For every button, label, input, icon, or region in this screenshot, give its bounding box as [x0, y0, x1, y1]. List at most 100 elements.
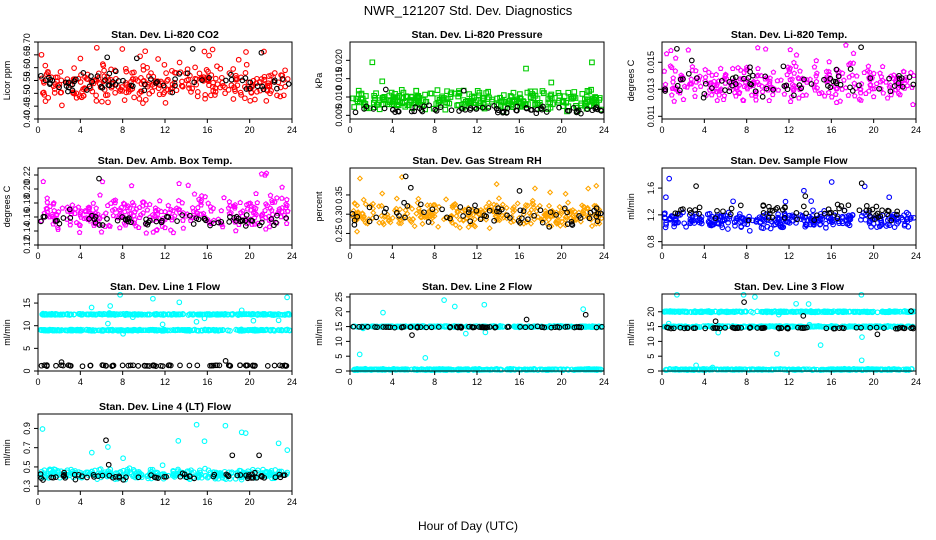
series-1-point: [45, 94, 52, 101]
series-1-point: [886, 194, 893, 201]
series-2-point: [411, 108, 418, 115]
series-1-point: [442, 106, 449, 113]
series-1-point: [485, 88, 491, 95]
series-1-point: [741, 83, 748, 89]
series-1-point: [267, 192, 274, 198]
series-1-point: [553, 217, 561, 224]
series-1-point: [221, 311, 227, 318]
y-tick-label: 1.2: [646, 209, 656, 222]
x-tick-label: 16: [826, 125, 836, 135]
series-1-point: [180, 225, 187, 231]
series-2-point: [766, 203, 772, 210]
series-1-point: [138, 88, 144, 95]
series-1-point: [69, 202, 76, 208]
series-1-point: [754, 79, 761, 85]
series-1-point: [95, 70, 102, 77]
series-1-point: [375, 203, 382, 210]
series-1-point: [476, 89, 483, 96]
series-2-point: [504, 105, 511, 112]
series-2-point: [237, 218, 244, 225]
series-1-point: [663, 194, 669, 201]
series-2-point: [92, 219, 99, 226]
series-1-point: [284, 208, 291, 214]
series-2-point: [195, 216, 202, 223]
series-1-point: [198, 197, 205, 204]
series-1-point: [424, 202, 431, 209]
series-1-point: [483, 216, 490, 223]
series-1-point: [131, 220, 138, 226]
series-2-point: [732, 74, 739, 81]
series-2-point: [793, 210, 800, 216]
series-1-point: [218, 207, 225, 214]
y-axis-label: kPa: [314, 73, 324, 89]
series-1-point: [870, 93, 877, 100]
series-1-point: [360, 214, 367, 221]
x-tick-label: 20: [557, 251, 567, 261]
series-2-point: [407, 184, 414, 191]
series-3-point: [817, 342, 824, 348]
series-1-point: [228, 82, 235, 89]
series-1-point: [379, 94, 386, 101]
y-tick-label: 0.16: [22, 208, 32, 226]
series-1-point: [190, 311, 196, 318]
series-1-point: [791, 59, 797, 66]
series-1-point: [248, 203, 255, 209]
series-1-point: [851, 80, 858, 86]
series-1-point: [280, 77, 287, 83]
x-tick-label: 20: [245, 377, 255, 387]
series-1-point: [125, 86, 132, 92]
series-1-point: [771, 222, 777, 228]
series-1-point: [836, 68, 842, 75]
series-1-point: [598, 215, 605, 222]
series-2-point: [794, 216, 800, 223]
series-2-point: [801, 76, 807, 83]
series-1-point: [845, 220, 852, 227]
series-2-point: [147, 217, 153, 224]
x-tick-label: 8: [744, 251, 749, 261]
y-tick-label: 25: [334, 292, 344, 302]
series-1-point: [716, 220, 722, 227]
series-2-point: [564, 107, 571, 114]
y-tick-label: 0.013: [646, 78, 656, 101]
series-2-point: [594, 106, 601, 113]
series-2-point: [417, 201, 424, 208]
series-1-point: [465, 223, 472, 231]
series-2-point: [247, 79, 254, 86]
series-1-point: [810, 207, 816, 214]
series-1-point: [410, 216, 417, 223]
series-1-point: [585, 185, 592, 192]
series-2-point: [58, 327, 65, 333]
series-1-point: [788, 93, 795, 100]
series-1-point: [237, 89, 244, 96]
series-1-point: [192, 64, 198, 71]
series-2-point: [215, 219, 222, 226]
series-1-point: [706, 87, 713, 93]
series-1-point: [263, 98, 270, 104]
series-1-point: [124, 204, 131, 211]
x-tick-label: 24: [599, 125, 609, 135]
series-1-point: [737, 67, 744, 73]
series-1-point: [442, 99, 449, 105]
series-3-point: [53, 362, 59, 369]
series-1-point: [528, 94, 534, 101]
series-2-point: [416, 105, 423, 112]
series-2-point: [201, 315, 208, 322]
series-1-point: [185, 182, 192, 188]
series-2-point: [885, 207, 891, 214]
y-tick-label: 10: [22, 321, 32, 331]
series-1-point: [83, 76, 90, 82]
series-1-point: [493, 181, 500, 188]
series-1-point: [729, 65, 736, 72]
series-1-point: [880, 90, 887, 96]
series-2-point: [814, 212, 820, 219]
series-1-point: [243, 61, 250, 68]
series-2-point: [672, 210, 679, 217]
series-1-point: [826, 58, 832, 65]
series-1-point: [140, 63, 147, 69]
series-1-point: [791, 70, 798, 76]
series-1-point: [738, 223, 745, 230]
y-tick-label: 0.45: [22, 97, 32, 115]
data-points: [661, 175, 917, 234]
